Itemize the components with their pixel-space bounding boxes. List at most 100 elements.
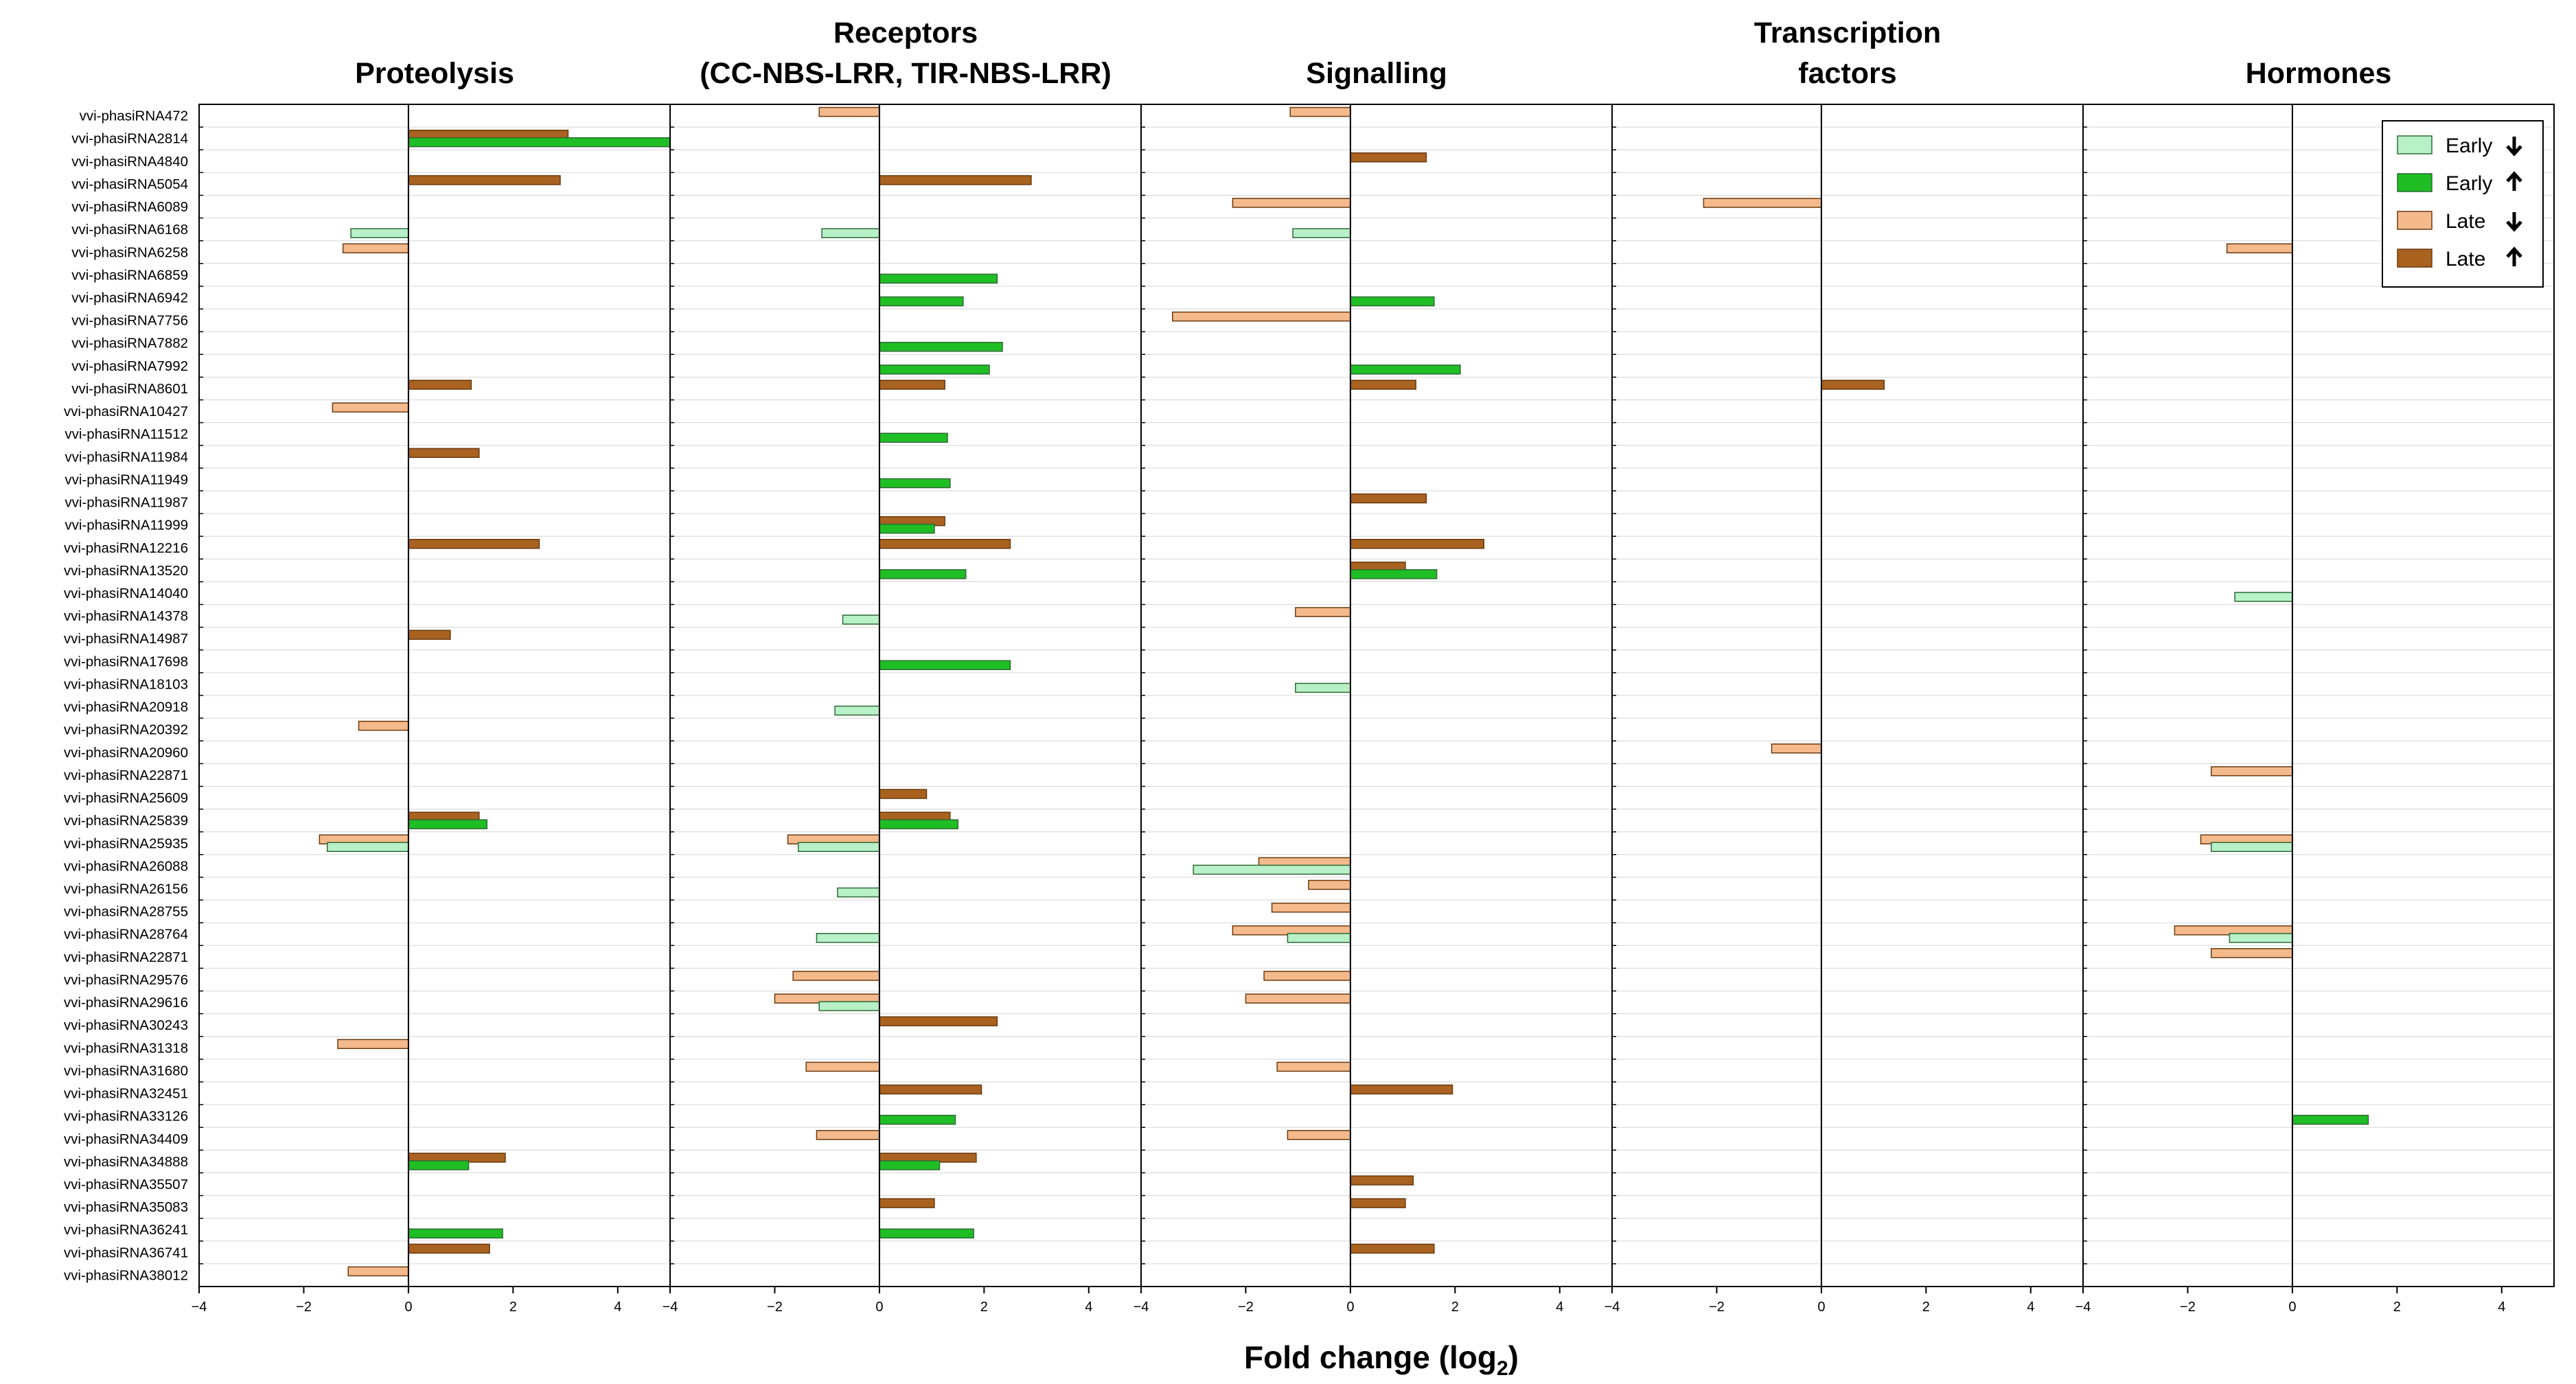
row-label: vvi-phasiRNA6942 xyxy=(71,290,188,305)
row-label: vvi-phasiRNA11999 xyxy=(65,518,188,533)
row-label: vvi-phasiRNA7992 xyxy=(71,358,188,374)
x-tick-label: 0 xyxy=(1817,1300,1825,1315)
row-label: vvi-phasiRNA26156 xyxy=(64,881,188,897)
bar-late-down xyxy=(1245,993,1351,1004)
row-label: vvi-phasiRNA11512 xyxy=(65,426,188,442)
bar-late-down xyxy=(1703,198,1822,208)
bar-early-down xyxy=(2234,592,2293,602)
bar-late-down xyxy=(347,1266,409,1277)
bar-late-up xyxy=(408,448,480,459)
bar-late-up xyxy=(1350,493,1427,504)
bar-late-down xyxy=(1289,106,1351,117)
legend-swatch xyxy=(2397,211,2433,230)
row-label: vvi-phasiRNA472 xyxy=(80,108,188,124)
row-label: vvi-phasiRNA11984 xyxy=(65,449,188,465)
x-tick-label: 4 xyxy=(1556,1300,1563,1315)
bar-late-up xyxy=(879,175,1032,185)
bar-early-up xyxy=(879,478,951,489)
row-label: vvi-phasiRNA14040 xyxy=(64,586,188,601)
bar-late-down xyxy=(816,1130,880,1140)
row-label: vvi-phasiRNA22871 xyxy=(64,768,188,783)
x-tick-label: −4 xyxy=(663,1300,678,1315)
bar-late-up xyxy=(879,789,928,799)
legend: Early Early Late Late xyxy=(2382,120,2544,288)
bar-late-up xyxy=(408,1243,490,1254)
row-label: vvi-phasiRNA7756 xyxy=(71,313,188,329)
bar-late-up xyxy=(408,630,451,640)
bar-early-up xyxy=(1350,569,1438,579)
arrow-down-icon xyxy=(2506,212,2522,232)
row-label: vvi-phasiRNA34409 xyxy=(64,1131,188,1147)
row-label: vvi-phasiRNA31318 xyxy=(64,1040,188,1056)
bar-early-up xyxy=(879,1228,974,1238)
bar-late-down xyxy=(1287,1130,1351,1140)
bar-late-down xyxy=(1276,1061,1351,1072)
row-label: vvi-phasiRNA36241 xyxy=(64,1222,188,1238)
x-tick-label: 0 xyxy=(404,1300,412,1315)
bar-early-down xyxy=(2229,932,2293,943)
bar-early-down xyxy=(1287,932,1351,943)
bar-late-up xyxy=(879,1198,935,1208)
bar-early-up xyxy=(408,137,671,148)
x-tick-label: 2 xyxy=(1451,1300,1459,1315)
panel-titles: Proteolysis Receptors (CC-NBS-LRR, TIR-NBS… xyxy=(355,16,2391,90)
row-label: vvi-phasiRNA38012 xyxy=(64,1267,188,1283)
bar-late-down xyxy=(792,971,880,981)
bar-late-down xyxy=(337,1039,409,1050)
bar-early-up xyxy=(879,273,998,284)
bar-late-down xyxy=(1295,607,1351,617)
bar-early-down xyxy=(842,614,880,625)
row-label: vvi-phasiRNA35083 xyxy=(64,1199,188,1215)
bar-early-up xyxy=(879,523,935,534)
bar-late-up xyxy=(879,1016,998,1026)
row-label: vvi-phasiRNA36741 xyxy=(64,1245,188,1260)
bar-late-up xyxy=(879,380,945,390)
x-tick-label: 2 xyxy=(509,1300,517,1315)
bar-early-up xyxy=(879,365,990,375)
bar-early-down xyxy=(1292,228,1351,238)
x-tick-label: −4 xyxy=(1134,1300,1149,1315)
row-label: vvi-phasiRNA6089 xyxy=(71,199,188,215)
bar-early-down xyxy=(818,1001,880,1011)
bar-late-up xyxy=(1350,1243,1435,1254)
panel-title: (CC-NBS-LRR, TIR-NBS-LRR) xyxy=(700,57,1112,90)
bar-late-down xyxy=(1271,902,1351,913)
bar-early-down xyxy=(1295,682,1351,693)
x-tick-label: 2 xyxy=(1922,1300,1930,1315)
row-label: vvi-phasiRNA34888 xyxy=(64,1154,188,1170)
bar-late-up xyxy=(1350,1084,1453,1095)
row-label: vvi-phasiRNA29576 xyxy=(64,972,188,988)
arrow-up-icon xyxy=(2506,246,2522,266)
x-tick-label: 2 xyxy=(2393,1300,2401,1315)
x-tick-label: 0 xyxy=(2288,1300,2296,1315)
bar-early-up xyxy=(408,819,487,829)
bar-early-up xyxy=(408,1160,470,1170)
x-tick-label: −4 xyxy=(1605,1300,1620,1315)
bar-early-down xyxy=(837,887,880,898)
x-tick-label: 4 xyxy=(2027,1300,2034,1315)
bar-early-down xyxy=(797,842,880,852)
bar-late-down xyxy=(1771,743,1822,754)
bar-early-down xyxy=(2210,842,2293,852)
panel-title: Signalling xyxy=(1306,57,1447,90)
bar-early-up xyxy=(2292,1114,2369,1125)
row-label: vvi-phasiRNA2814 xyxy=(71,131,188,147)
bar-early-up xyxy=(879,819,958,829)
row-label: vvi-phasiRNA35507 xyxy=(64,1177,188,1192)
row-label: vvi-phasiRNA28764 xyxy=(64,927,188,943)
bar-late-down xyxy=(805,1061,880,1072)
row-label: vvi-phasiRNA31680 xyxy=(64,1063,188,1079)
bar-late-down xyxy=(818,106,880,117)
panel-title: Transcription xyxy=(1754,16,1941,49)
row-label: vvi-phasiRNA14378 xyxy=(64,608,188,624)
arrow-up-icon xyxy=(2506,171,2522,191)
row-label: vvi-phasiRNA5054 xyxy=(71,176,188,192)
x-tick-label: −4 xyxy=(2075,1300,2091,1315)
row-label: vvi-phasiRNA33126 xyxy=(64,1109,188,1124)
legend-label: Late xyxy=(2446,210,2485,233)
bar-early-up xyxy=(879,1160,941,1170)
bar-late-up xyxy=(1350,152,1427,163)
row-label: vvi-phasiRNA11987 xyxy=(65,495,188,511)
bar-early-up xyxy=(1350,365,1461,375)
legend-swatch xyxy=(2397,173,2433,192)
